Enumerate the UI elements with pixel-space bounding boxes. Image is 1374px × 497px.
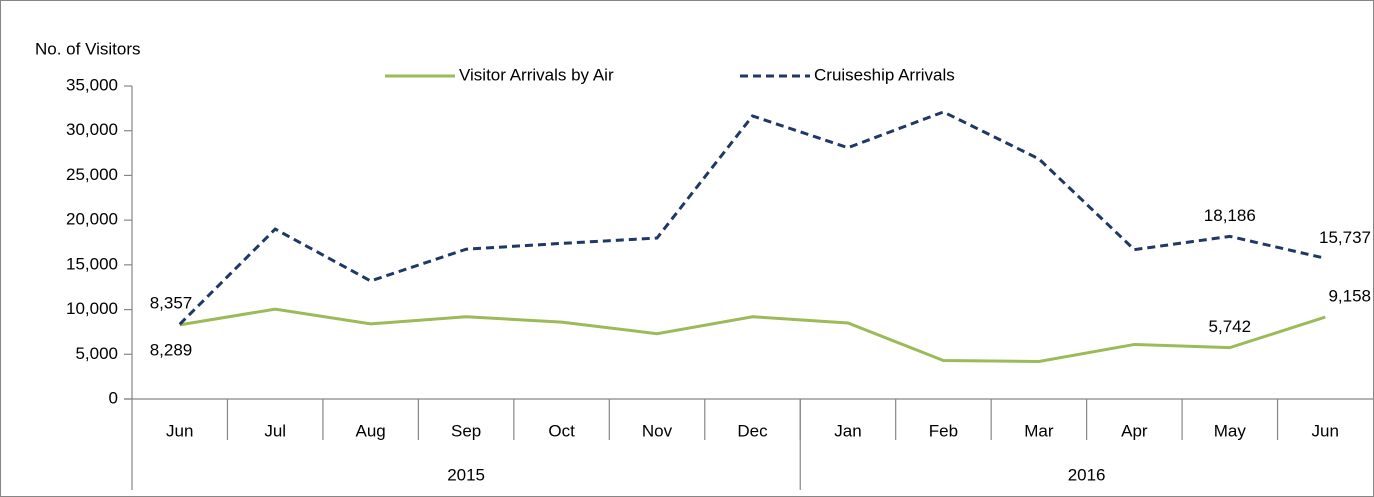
y-tick-label: 15,000 bbox=[66, 254, 118, 273]
y-tick-label: 35,000 bbox=[66, 75, 118, 94]
legend-label: Visitor Arrivals by Air bbox=[459, 65, 614, 84]
y-tick-label: 30,000 bbox=[66, 120, 118, 139]
x-tick-label: Jul bbox=[264, 421, 286, 440]
data-label: 8,289 bbox=[150, 340, 193, 359]
x-tick-label: Feb bbox=[929, 421, 958, 440]
x-tick-label: Oct bbox=[548, 421, 575, 440]
series-line bbox=[179, 307, 1326, 363]
x-tick-label: Dec bbox=[737, 421, 768, 440]
y-tick-label: 10,000 bbox=[66, 299, 118, 318]
y-tick-label: 5,000 bbox=[75, 344, 118, 363]
data-label: 8,357 bbox=[150, 294, 193, 313]
series-line bbox=[178, 110, 1326, 326]
x-tick-label: Jun bbox=[1312, 421, 1339, 440]
data-label: 15,737 bbox=[1319, 228, 1371, 247]
x-tick-label: Jan bbox=[834, 421, 861, 440]
y-tick-label: 0 bbox=[109, 388, 118, 407]
x-tick-label: Mar bbox=[1024, 421, 1054, 440]
x-tick-label: Aug bbox=[356, 421, 386, 440]
x-tick-label: Apr bbox=[1121, 421, 1148, 440]
data-label: 5,742 bbox=[1209, 317, 1252, 336]
y-tick-label: 25,000 bbox=[66, 165, 118, 184]
x-tick-label: Sep bbox=[451, 421, 481, 440]
y-tick-label: 20,000 bbox=[66, 210, 118, 229]
data-label: 9,158 bbox=[1328, 287, 1371, 306]
x-tick-label: Jun bbox=[166, 421, 193, 440]
x-tick-label: Nov bbox=[642, 421, 673, 440]
y-axis-label: No. of Visitors bbox=[35, 39, 141, 58]
legend-label: Cruiseship Arrivals bbox=[814, 65, 955, 84]
x-group-label: 2016 bbox=[1068, 465, 1106, 484]
x-group-label: 2015 bbox=[447, 465, 485, 484]
x-tick-label: May bbox=[1214, 421, 1247, 440]
data-label: 18,186 bbox=[1204, 206, 1256, 225]
